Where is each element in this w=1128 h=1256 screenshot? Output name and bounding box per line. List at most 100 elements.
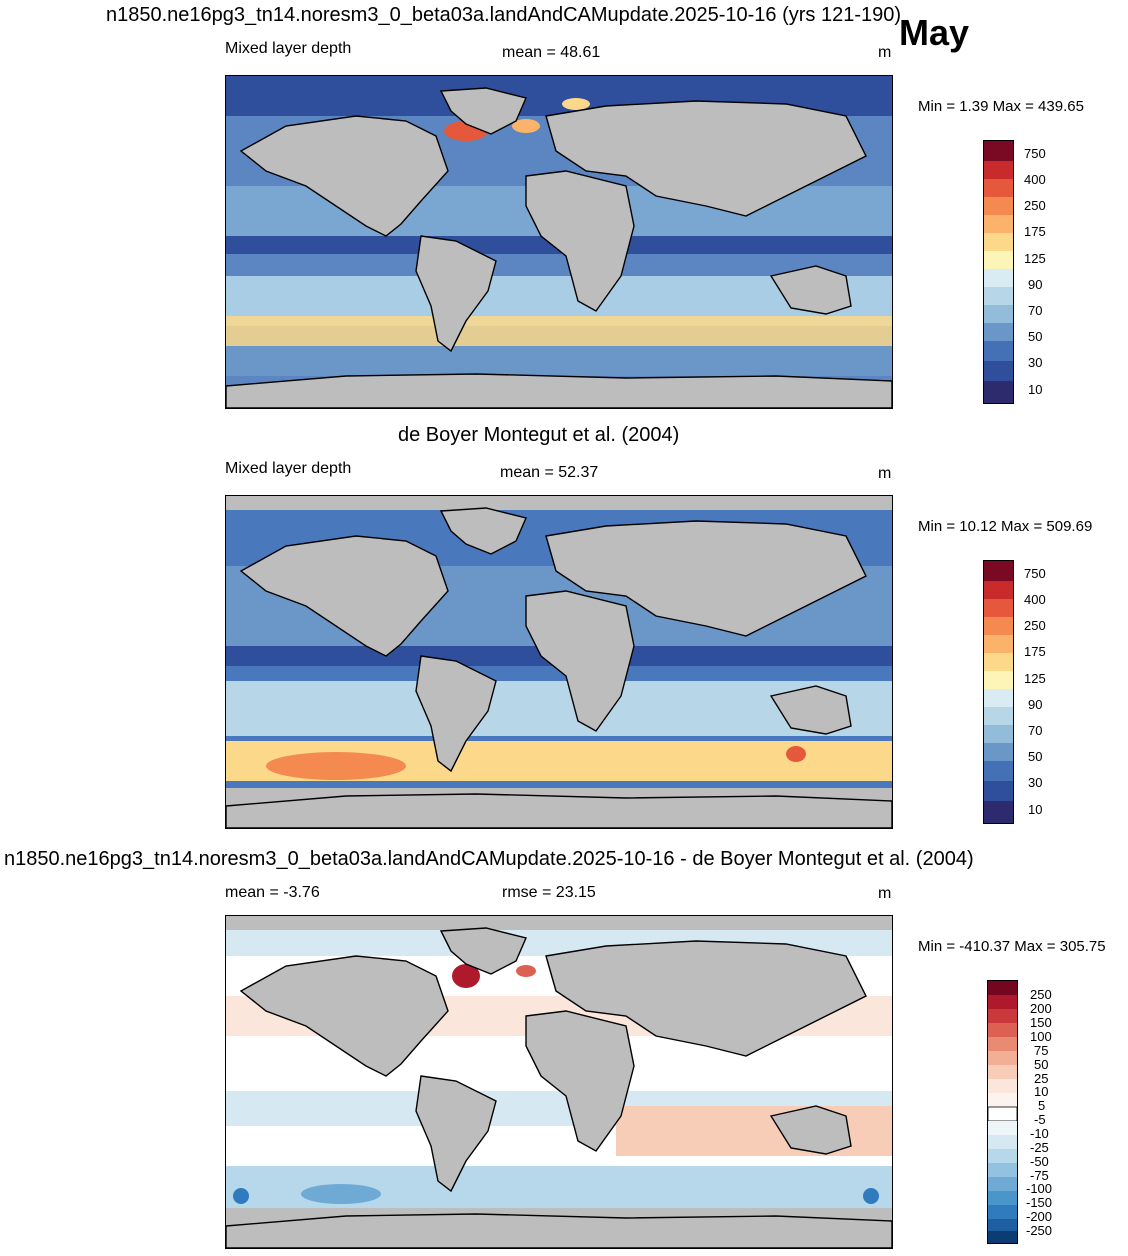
panel-2-variable-label: Mixed layer depth xyxy=(225,460,352,477)
panel-1-cbar-label: 400 xyxy=(1024,172,1046,187)
south-pacific-deep xyxy=(266,752,406,780)
irminger-sea-deep xyxy=(512,119,540,133)
panel-2-cbar-label: 10 xyxy=(1028,802,1043,817)
australia xyxy=(769,1105,852,1155)
panel-2-cbar-label: 125 xyxy=(1024,671,1046,686)
panel-2-min-max: Min = 10.12 Max = 509.69 xyxy=(918,518,1093,535)
panel-2-cbar-label: 175 xyxy=(1024,644,1046,659)
panel-1-cbar-label: 30 xyxy=(1028,355,1043,370)
panel-3-cbar-label: -200 xyxy=(1026,1209,1053,1224)
no-data-arctic xyxy=(226,916,892,930)
australia xyxy=(769,265,852,315)
north-america xyxy=(239,115,449,237)
southern-ocean-high-band xyxy=(226,316,892,346)
eurasia xyxy=(545,100,867,217)
panel-3-colorbar xyxy=(987,980,1018,1244)
panel-2-cbar-label: 30 xyxy=(1028,775,1043,790)
africa xyxy=(525,590,635,732)
panel-1-cbar-label: 90 xyxy=(1028,277,1043,292)
south-australia-deep xyxy=(786,746,806,762)
panel-3-cbar-label: 100 xyxy=(1030,1029,1052,1044)
panel-3-cbar-label: -25 xyxy=(1030,1140,1049,1155)
panel-1-units-label: m xyxy=(878,44,892,61)
panel-2-map-svg xyxy=(226,496,892,828)
indian-ocean-positive xyxy=(616,1106,892,1156)
south-america xyxy=(415,235,497,353)
panel-2-cbar-label: 400 xyxy=(1024,592,1046,607)
panel-1-colorbar xyxy=(983,140,1014,404)
panel-2-cbar-label: 250 xyxy=(1024,618,1046,633)
land-masses xyxy=(226,927,892,1248)
panel-2-colorbar-svg xyxy=(984,561,1013,823)
no-data-arctic xyxy=(226,496,892,510)
panel-2-map xyxy=(225,495,893,829)
panel-3-cbar-label: 25 xyxy=(1034,1071,1049,1086)
panel-3-cbar-label: -250 xyxy=(1026,1223,1053,1238)
panel-3-map xyxy=(225,915,893,1249)
south-america xyxy=(415,1075,497,1193)
panel-3-cbar-label: 50 xyxy=(1034,1057,1049,1072)
antarctica xyxy=(226,793,892,828)
panel-3-cbar-label: 75 xyxy=(1034,1043,1049,1058)
africa xyxy=(525,170,635,312)
panel-2-cbar-label: 70 xyxy=(1028,723,1043,738)
panel-3-cbar-label: -100 xyxy=(1026,1181,1053,1196)
panel-1-cbar-label: 10 xyxy=(1028,382,1043,397)
south-america xyxy=(415,655,497,773)
south-pacific-negative xyxy=(301,1184,381,1204)
irminger-sea-positive xyxy=(516,965,536,977)
panel-1-cbar-label: 250 xyxy=(1024,198,1046,213)
panel-3-rmse-label: rmse = 23.15 xyxy=(502,884,596,901)
panel-1-mean-label: mean = 48.61 xyxy=(502,44,601,61)
panel-3-cbar-label: -150 xyxy=(1026,1195,1053,1210)
panel-3-cbar-label: 150 xyxy=(1030,1015,1052,1030)
africa xyxy=(525,1010,635,1152)
panel-3-min-max: Min = -410.37 Max = 305.75 xyxy=(918,938,1106,955)
panel-2-cbar-label: 750 xyxy=(1024,566,1046,581)
panel-1-colorbar-svg xyxy=(984,141,1013,403)
panel-1-cbar-label: 50 xyxy=(1028,329,1043,344)
land-masses xyxy=(226,507,892,828)
greenland xyxy=(439,87,527,135)
land-masses xyxy=(226,87,892,408)
greenland xyxy=(439,507,527,555)
north-america xyxy=(239,955,449,1077)
panel-2-mean-label: mean = 52.37 xyxy=(500,464,599,481)
panel-1-cbar-label: 70 xyxy=(1028,303,1043,318)
panel-3-map-svg xyxy=(226,916,892,1248)
panel-3-colorbar-svg xyxy=(988,981,1017,1243)
month-label: May xyxy=(899,12,970,53)
labrador-sea-positive xyxy=(452,964,480,988)
panel-2-title: de Boyer Montegut et al. (2004) xyxy=(398,424,680,446)
figure-title: n1850.ne16pg3_tn14.noresm3_0_beta03a.lan… xyxy=(106,4,902,26)
nordic-seas-deep xyxy=(562,98,590,110)
panel-3-title: n1850.ne16pg3_tn14.noresm3_0_beta03a.lan… xyxy=(4,848,974,870)
panel-1-cbar-label: 175 xyxy=(1024,224,1046,239)
panel-1-map xyxy=(225,75,893,409)
panel-1-cbar-label: 125 xyxy=(1024,251,1046,266)
panel-2-cbar-label: 90 xyxy=(1028,697,1043,712)
southern-ocean-band xyxy=(226,346,892,376)
panel-1-cbar-label: 750 xyxy=(1024,146,1046,161)
panel-3-cbar-label: -10 xyxy=(1030,1126,1049,1141)
australia xyxy=(769,685,852,735)
panel-3-cbar-label: 250 xyxy=(1030,987,1052,1002)
eurasia xyxy=(545,520,867,637)
panel-3-cbar-label: 10 xyxy=(1034,1084,1049,1099)
panel-2-units-label: m xyxy=(878,465,892,482)
panel-1-map-svg xyxy=(226,76,892,408)
greenland xyxy=(439,927,527,975)
eurasia xyxy=(545,940,867,1057)
panel-3-cbar-label: -5 xyxy=(1034,1112,1046,1127)
panel-3-cbar-label: 5 xyxy=(1038,1098,1046,1113)
panel-1-min-max: Min = 1.39 Max = 439.65 xyxy=(918,98,1084,115)
panel-2-cbar-label: 50 xyxy=(1028,749,1043,764)
panel-3-mean-label: mean = -3.76 xyxy=(225,884,320,901)
antarctica xyxy=(226,373,892,408)
panel-3-cbar-label: 200 xyxy=(1030,1001,1052,1016)
panel-1-variable-label: Mixed layer depth xyxy=(225,40,352,57)
panel-3-units-label: m xyxy=(878,885,892,902)
panel-2-colorbar xyxy=(983,560,1014,824)
north-america xyxy=(239,535,449,657)
southeast-pacific-negative xyxy=(233,1188,249,1204)
